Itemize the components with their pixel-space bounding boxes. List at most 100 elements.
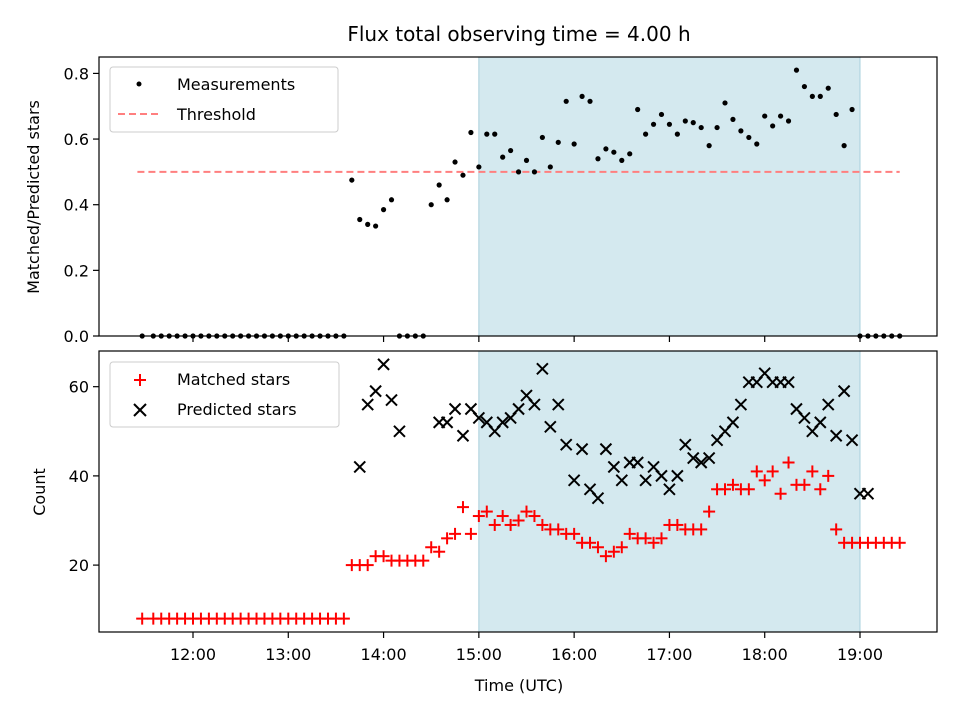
matched-star-point [496, 510, 509, 523]
matched-star-point [464, 527, 477, 540]
matched-star-point [425, 541, 438, 554]
predicted-star-point [694, 456, 708, 469]
observing-window-band [478, 351, 860, 632]
matched-star-point [417, 554, 430, 567]
measurement-point [611, 149, 617, 155]
x-tick-label: 14:00 [361, 645, 407, 664]
measurement-point [436, 182, 442, 188]
measurement-point [373, 223, 379, 229]
matched-star-point [607, 545, 620, 558]
matched-star-point [552, 523, 565, 536]
matched-stars-series [136, 456, 906, 625]
predicted-star-point [726, 416, 740, 429]
matched-star-point [758, 474, 771, 487]
predicted-star-point [655, 469, 668, 483]
measurement-point [754, 141, 760, 147]
matched-star-point [695, 523, 708, 536]
predicted-star-point [369, 384, 382, 398]
matched-star-point [441, 532, 454, 545]
measurement-point [643, 131, 649, 137]
predicted-star-point [512, 402, 525, 416]
measurement-point [515, 169, 522, 175]
top-y-axis: 0.0 0.2 0.4 0.6 0.8 [64, 64, 99, 346]
legend-matched-label: Matched stars [177, 370, 290, 389]
matched-star-point [623, 527, 636, 540]
matched-star-point [377, 550, 390, 563]
bottom-highlight-span [478, 351, 861, 632]
predicted-star-point [798, 411, 811, 425]
measurement-point [817, 93, 823, 99]
measurement-point [460, 172, 466, 178]
predicted-star-point [559, 438, 573, 451]
predicted-star-point [456, 429, 470, 442]
predicted-star-point [361, 398, 374, 411]
predicted-star-point [377, 358, 390, 371]
predicted-star-point [782, 376, 795, 389]
x-tick-label: 17:00 [646, 645, 692, 664]
matched-star-point [512, 514, 525, 527]
matched-star-point [893, 536, 906, 549]
top-y-tick-label: 0.0 [64, 327, 89, 346]
matched-star-point [750, 465, 763, 478]
measurement-point [746, 134, 752, 141]
matched-star-point [655, 532, 668, 545]
predicted-star-point [607, 460, 621, 474]
measurement-point [523, 157, 530, 163]
bottom-y-axis: 20 40 60 [69, 378, 99, 575]
predicted-star-point [385, 393, 398, 407]
top-y-tick-label: 0.6 [64, 130, 89, 149]
x-tick-label: 19:00 [837, 645, 883, 664]
legend-measurements-label: Measurements [177, 75, 295, 94]
measurement-point [762, 113, 768, 119]
measurement-point [722, 100, 728, 106]
legend-measurements-marker [136, 81, 142, 87]
measurement-point [357, 216, 363, 223]
measurement-point [777, 113, 784, 119]
matched-star-point [742, 483, 755, 496]
predicted-star-point [687, 451, 700, 465]
matched-star-point [456, 501, 469, 514]
measurement-point [714, 124, 720, 131]
predicted-star-point [575, 442, 589, 456]
measurement-point [627, 151, 633, 157]
measurement-point [738, 128, 744, 134]
matched-star-point [536, 518, 549, 531]
matched-star-point [647, 536, 660, 549]
measurement-point [380, 207, 387, 213]
measurement-point [388, 197, 395, 203]
predicted-star-point [702, 451, 716, 465]
matched-star-point [615, 541, 628, 554]
matched-star-point [136, 612, 149, 625]
top-legend-box [109, 66, 339, 133]
top-highlight-span [478, 57, 861, 336]
legend-predicted-marker [133, 403, 147, 417]
measurement-point [492, 131, 498, 137]
predicted-star-point [393, 425, 406, 438]
matched-star-point [520, 505, 533, 518]
legend-predicted-label: Predicted stars [177, 400, 297, 419]
measurements-series [139, 67, 903, 339]
matched-star-point [480, 505, 493, 518]
measurement-point [579, 93, 585, 99]
bottom-legend-box [109, 361, 340, 428]
measurement-point [365, 221, 371, 227]
predicted-star-point [544, 420, 557, 434]
top-y-tick-label: 0.8 [64, 64, 89, 83]
predicted-star-point [837, 384, 851, 398]
predicted-star-point [567, 474, 581, 487]
measurement-point [595, 156, 601, 162]
matched-star-point [806, 465, 819, 478]
measurement-point [500, 154, 506, 160]
measurement-point [635, 106, 641, 113]
predicted-star-point [552, 398, 565, 411]
predicted-stars-series [353, 358, 875, 505]
matched-star-point [584, 536, 597, 549]
bottom-y-tick-label: 20 [69, 556, 89, 575]
predicted-star-point [599, 442, 613, 456]
measurement-point [666, 121, 673, 127]
predicted-star-point [631, 456, 644, 469]
predicted-star-point [615, 474, 628, 487]
matched-star-point [488, 518, 501, 531]
matched-star-point [671, 518, 684, 531]
matched-star-point [782, 456, 795, 469]
